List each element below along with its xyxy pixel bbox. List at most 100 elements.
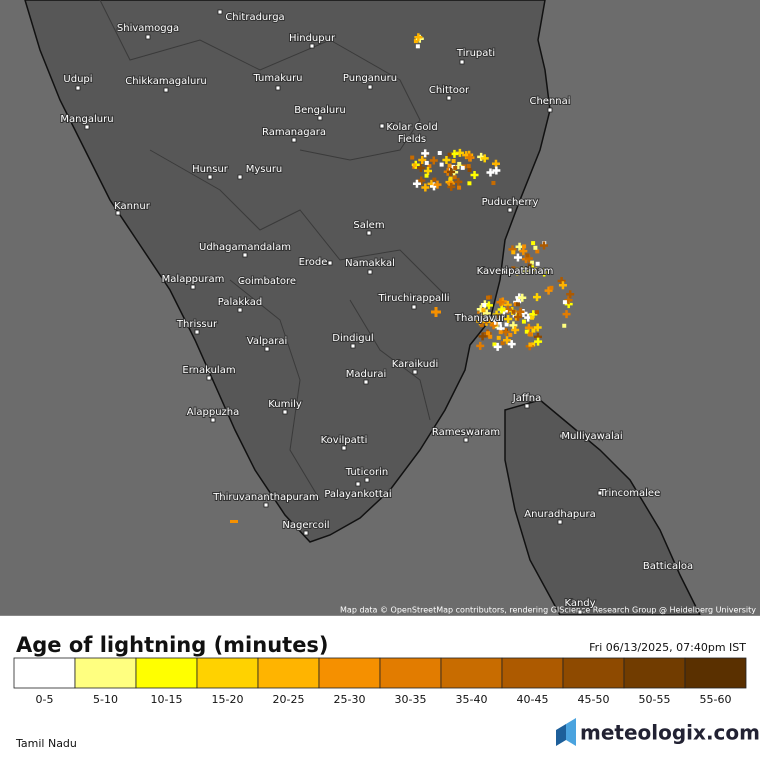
city-marker	[379, 123, 385, 129]
legend-label: 40-45	[517, 693, 549, 706]
city-marker	[303, 530, 309, 536]
city-marker	[364, 477, 370, 483]
lightning-strike	[549, 285, 554, 290]
attribution: Map data © OpenStreetMap contributors, r…	[340, 606, 756, 615]
city-marker	[463, 437, 469, 443]
lightning-strike	[533, 245, 538, 250]
lightning-strike	[540, 268, 549, 277]
lightning-strike	[504, 322, 509, 327]
legend-swatch	[684, 657, 747, 689]
city-label: Kumily	[268, 399, 302, 410]
city-label: Namakkal	[345, 258, 395, 269]
lightning-strike	[439, 162, 444, 167]
legend-swatch	[196, 657, 259, 689]
city-label: Nagercoil	[282, 520, 329, 531]
lightning-strike	[531, 342, 536, 347]
lightning-strike	[529, 260, 534, 265]
lightning-strike	[511, 309, 516, 314]
lightning-strike	[528, 265, 537, 274]
lightning-strike	[431, 307, 441, 317]
lightning-strike	[496, 298, 505, 307]
lightning-strike	[432, 177, 437, 182]
lightning-strike	[488, 295, 493, 300]
city-marker	[367, 84, 373, 90]
logo-icon	[566, 718, 576, 746]
lightning-strike	[470, 171, 479, 180]
legend-label: 20-25	[273, 693, 305, 706]
city-marker	[75, 85, 81, 91]
city-label: Jaffna	[512, 393, 541, 404]
timestamp: Fri 06/13/2025, 07:40pm IST	[589, 641, 746, 654]
lightning-strike	[460, 165, 465, 170]
lightning-strike	[493, 342, 502, 351]
lightning-strike	[437, 150, 442, 155]
lightning-strike	[424, 160, 429, 165]
lightning-strike	[410, 155, 415, 160]
city-label: Chittoor	[429, 85, 470, 96]
lightning-strike	[513, 302, 518, 307]
city-label: Tuticorin	[345, 467, 388, 478]
legend-label: 30-35	[395, 693, 427, 706]
city-marker	[263, 502, 269, 508]
lightning-strike	[530, 315, 535, 320]
lightning-strike	[429, 156, 438, 165]
city-marker	[317, 115, 323, 121]
lightning-strike	[511, 250, 516, 255]
lightning-strike	[516, 307, 525, 316]
logo-icon-side	[556, 724, 566, 746]
lightning-strike	[230, 520, 238, 523]
lightning-strike	[507, 340, 516, 349]
city-marker	[557, 519, 563, 525]
lightning-strike	[496, 335, 501, 340]
city-marker	[647, 563, 653, 569]
city-marker	[217, 9, 223, 15]
lightning-strike	[447, 152, 452, 157]
lightning-strike	[448, 176, 453, 181]
city-marker	[597, 490, 603, 496]
city-marker	[237, 307, 243, 313]
city-label: Salem	[353, 220, 384, 231]
legend-title: Age of lightning (minutes)	[16, 633, 329, 657]
city-label: Kandy	[564, 598, 595, 609]
lightning-strike	[515, 302, 520, 307]
legend-swatch	[623, 657, 686, 689]
city-marker	[363, 379, 369, 385]
city-marker	[350, 343, 356, 349]
lightning-strike	[522, 244, 527, 249]
city-marker	[194, 329, 200, 335]
lightning-strike	[528, 342, 533, 347]
city-label: Chitradurga	[225, 12, 284, 23]
lightning-strike	[484, 301, 493, 310]
legend-swatch	[501, 657, 564, 689]
city-marker	[115, 210, 121, 216]
city-marker	[502, 269, 508, 275]
lightning-strike	[557, 276, 566, 285]
lightning-strike	[521, 319, 526, 324]
city-label: Palayankottai	[324, 489, 391, 500]
city-label: Mulliyawalai	[561, 431, 622, 442]
lightning-strike	[486, 331, 491, 336]
lightning-strike	[491, 159, 500, 168]
lightning-strike	[488, 334, 493, 339]
lightning-strike	[534, 310, 539, 315]
lightning-strike	[540, 241, 549, 250]
lightning-strike	[412, 163, 417, 168]
sri-lanka-land	[504, 399, 702, 616]
legend-swatch	[13, 657, 76, 689]
city-marker	[275, 85, 281, 91]
lightning-strike	[457, 185, 462, 190]
lightning-strike	[533, 323, 542, 332]
city-marker	[355, 481, 361, 487]
lightning-strike	[417, 176, 426, 185]
lightning-strike	[491, 180, 496, 185]
lightning-strike	[479, 323, 484, 328]
city-marker	[84, 124, 90, 130]
city-marker	[240, 279, 246, 285]
lightning-strike	[562, 310, 571, 319]
city-label: Coimbatore	[238, 276, 296, 287]
lightning-strike	[455, 165, 460, 170]
lightning-strike	[514, 312, 523, 321]
lightning-strike	[562, 300, 567, 305]
lightning-strike	[412, 179, 421, 188]
city-label: Mysuru	[246, 164, 283, 175]
